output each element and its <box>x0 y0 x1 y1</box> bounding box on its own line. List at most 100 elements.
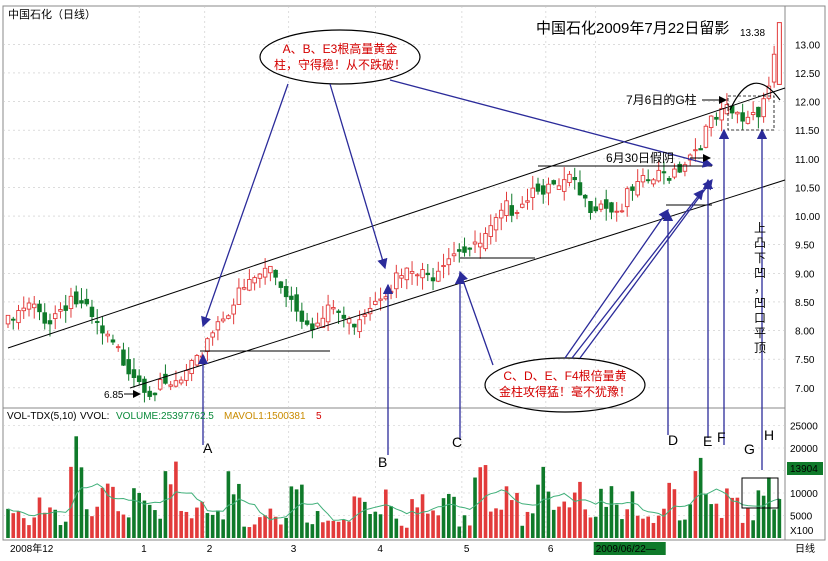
volume-bar <box>746 508 750 538</box>
candle-body <box>488 225 494 237</box>
volume-bar <box>562 501 567 538</box>
time-tick-label: 4 <box>377 544 383 555</box>
volume-bar <box>420 494 425 538</box>
candle-body <box>509 205 515 216</box>
volume-bar <box>111 486 115 538</box>
candle-body <box>383 296 389 300</box>
candle-body <box>79 300 84 304</box>
price-tick-label: 9.00 <box>795 269 815 280</box>
volume-bar <box>646 516 650 538</box>
volume-bar <box>499 509 504 538</box>
volume-bar <box>546 491 551 538</box>
volume-bar <box>69 466 73 538</box>
callout-top-ellipse <box>259 29 421 85</box>
volume-bar <box>635 515 640 538</box>
volume-bar <box>604 506 609 538</box>
volume-bar <box>525 511 530 538</box>
volume-bar <box>179 510 183 538</box>
candle-body <box>672 168 677 178</box>
volume-bar <box>483 465 488 538</box>
candle-body <box>63 305 68 311</box>
candle-body <box>115 346 121 349</box>
candle-body <box>771 53 777 83</box>
volume-bar <box>216 510 220 538</box>
volume-bar <box>168 484 173 538</box>
candle-body <box>58 309 63 312</box>
price-tick-label: 7.00 <box>795 384 815 395</box>
candle-body <box>614 210 619 213</box>
pillar-letter: H <box>764 427 774 443</box>
volume-bar <box>683 519 687 538</box>
volume-bar <box>557 506 561 538</box>
volume-bar <box>58 525 63 538</box>
candle-body <box>289 295 294 300</box>
volume-bar <box>11 513 16 538</box>
volume-bar <box>95 506 100 538</box>
candle-body <box>457 249 462 252</box>
volume-bar <box>258 517 262 538</box>
candle-body <box>698 148 703 151</box>
candle-body <box>404 267 410 281</box>
last-price-label: 13.38 <box>740 28 765 39</box>
volume-bar <box>174 461 178 538</box>
price-tick-label: 8.50 <box>795 298 815 309</box>
pillar-letter: D <box>668 432 678 448</box>
volume-bar <box>541 466 546 538</box>
volume-bar <box>389 506 393 538</box>
volume-bar <box>48 507 52 538</box>
candle-body <box>630 186 635 191</box>
volume-bar <box>672 489 677 538</box>
pillar-letter: G <box>744 441 755 457</box>
volume-bar <box>331 520 336 538</box>
candle-body <box>430 277 436 282</box>
volume-bar <box>488 511 493 538</box>
pillar-letter: C <box>452 434 462 450</box>
volume-bar <box>21 518 26 538</box>
volume-bar <box>709 504 713 538</box>
candle-body <box>178 379 184 384</box>
volume-bar <box>730 497 734 538</box>
volume-bar <box>751 520 755 538</box>
current-volume-value: 13904 <box>790 464 818 475</box>
candle-body <box>645 179 651 182</box>
volume-bar <box>268 508 273 538</box>
volume-bar <box>772 509 776 538</box>
volume-bar <box>567 507 572 538</box>
candle-body <box>745 116 751 124</box>
candle-body <box>304 320 310 325</box>
candle-body <box>756 106 761 118</box>
volume-bar <box>237 483 241 538</box>
candle-body <box>283 286 289 298</box>
candle-body <box>561 179 567 192</box>
vol-indicator-suffix: 5 <box>316 411 322 422</box>
price-tick-label: 13.00 <box>795 40 820 51</box>
price-tick-label: 8.00 <box>795 327 815 338</box>
volume-bar <box>425 513 430 538</box>
price-tick-labels: 7.00 7.50 8.00 8.50 9.00 9.50 10.00 10.50 11.00 1… <box>795 40 820 394</box>
volume-bar <box>520 525 525 538</box>
volume-bar <box>478 467 483 538</box>
candle-body <box>110 339 116 343</box>
candle-body <box>399 275 404 279</box>
time-tick-label: 3 <box>291 544 297 555</box>
candle-body <box>373 300 378 305</box>
candles <box>5 22 782 403</box>
volume-bar <box>137 492 141 538</box>
candle-body <box>530 187 535 198</box>
candle-body <box>37 303 42 313</box>
candle-body <box>215 321 221 331</box>
volume-bar <box>373 511 378 538</box>
candle-body <box>415 274 420 277</box>
volume-bar <box>42 512 47 538</box>
candle-body <box>499 209 504 219</box>
volume-bar <box>273 516 278 538</box>
candle-body <box>598 203 604 210</box>
volume-unit: X100 <box>790 526 814 537</box>
volume-bar <box>321 522 325 538</box>
volume-bar <box>163 471 168 538</box>
candle-body <box>52 313 58 320</box>
pillar-letter: E <box>703 433 712 449</box>
candle-body <box>472 241 478 245</box>
volume-bar <box>641 518 645 538</box>
